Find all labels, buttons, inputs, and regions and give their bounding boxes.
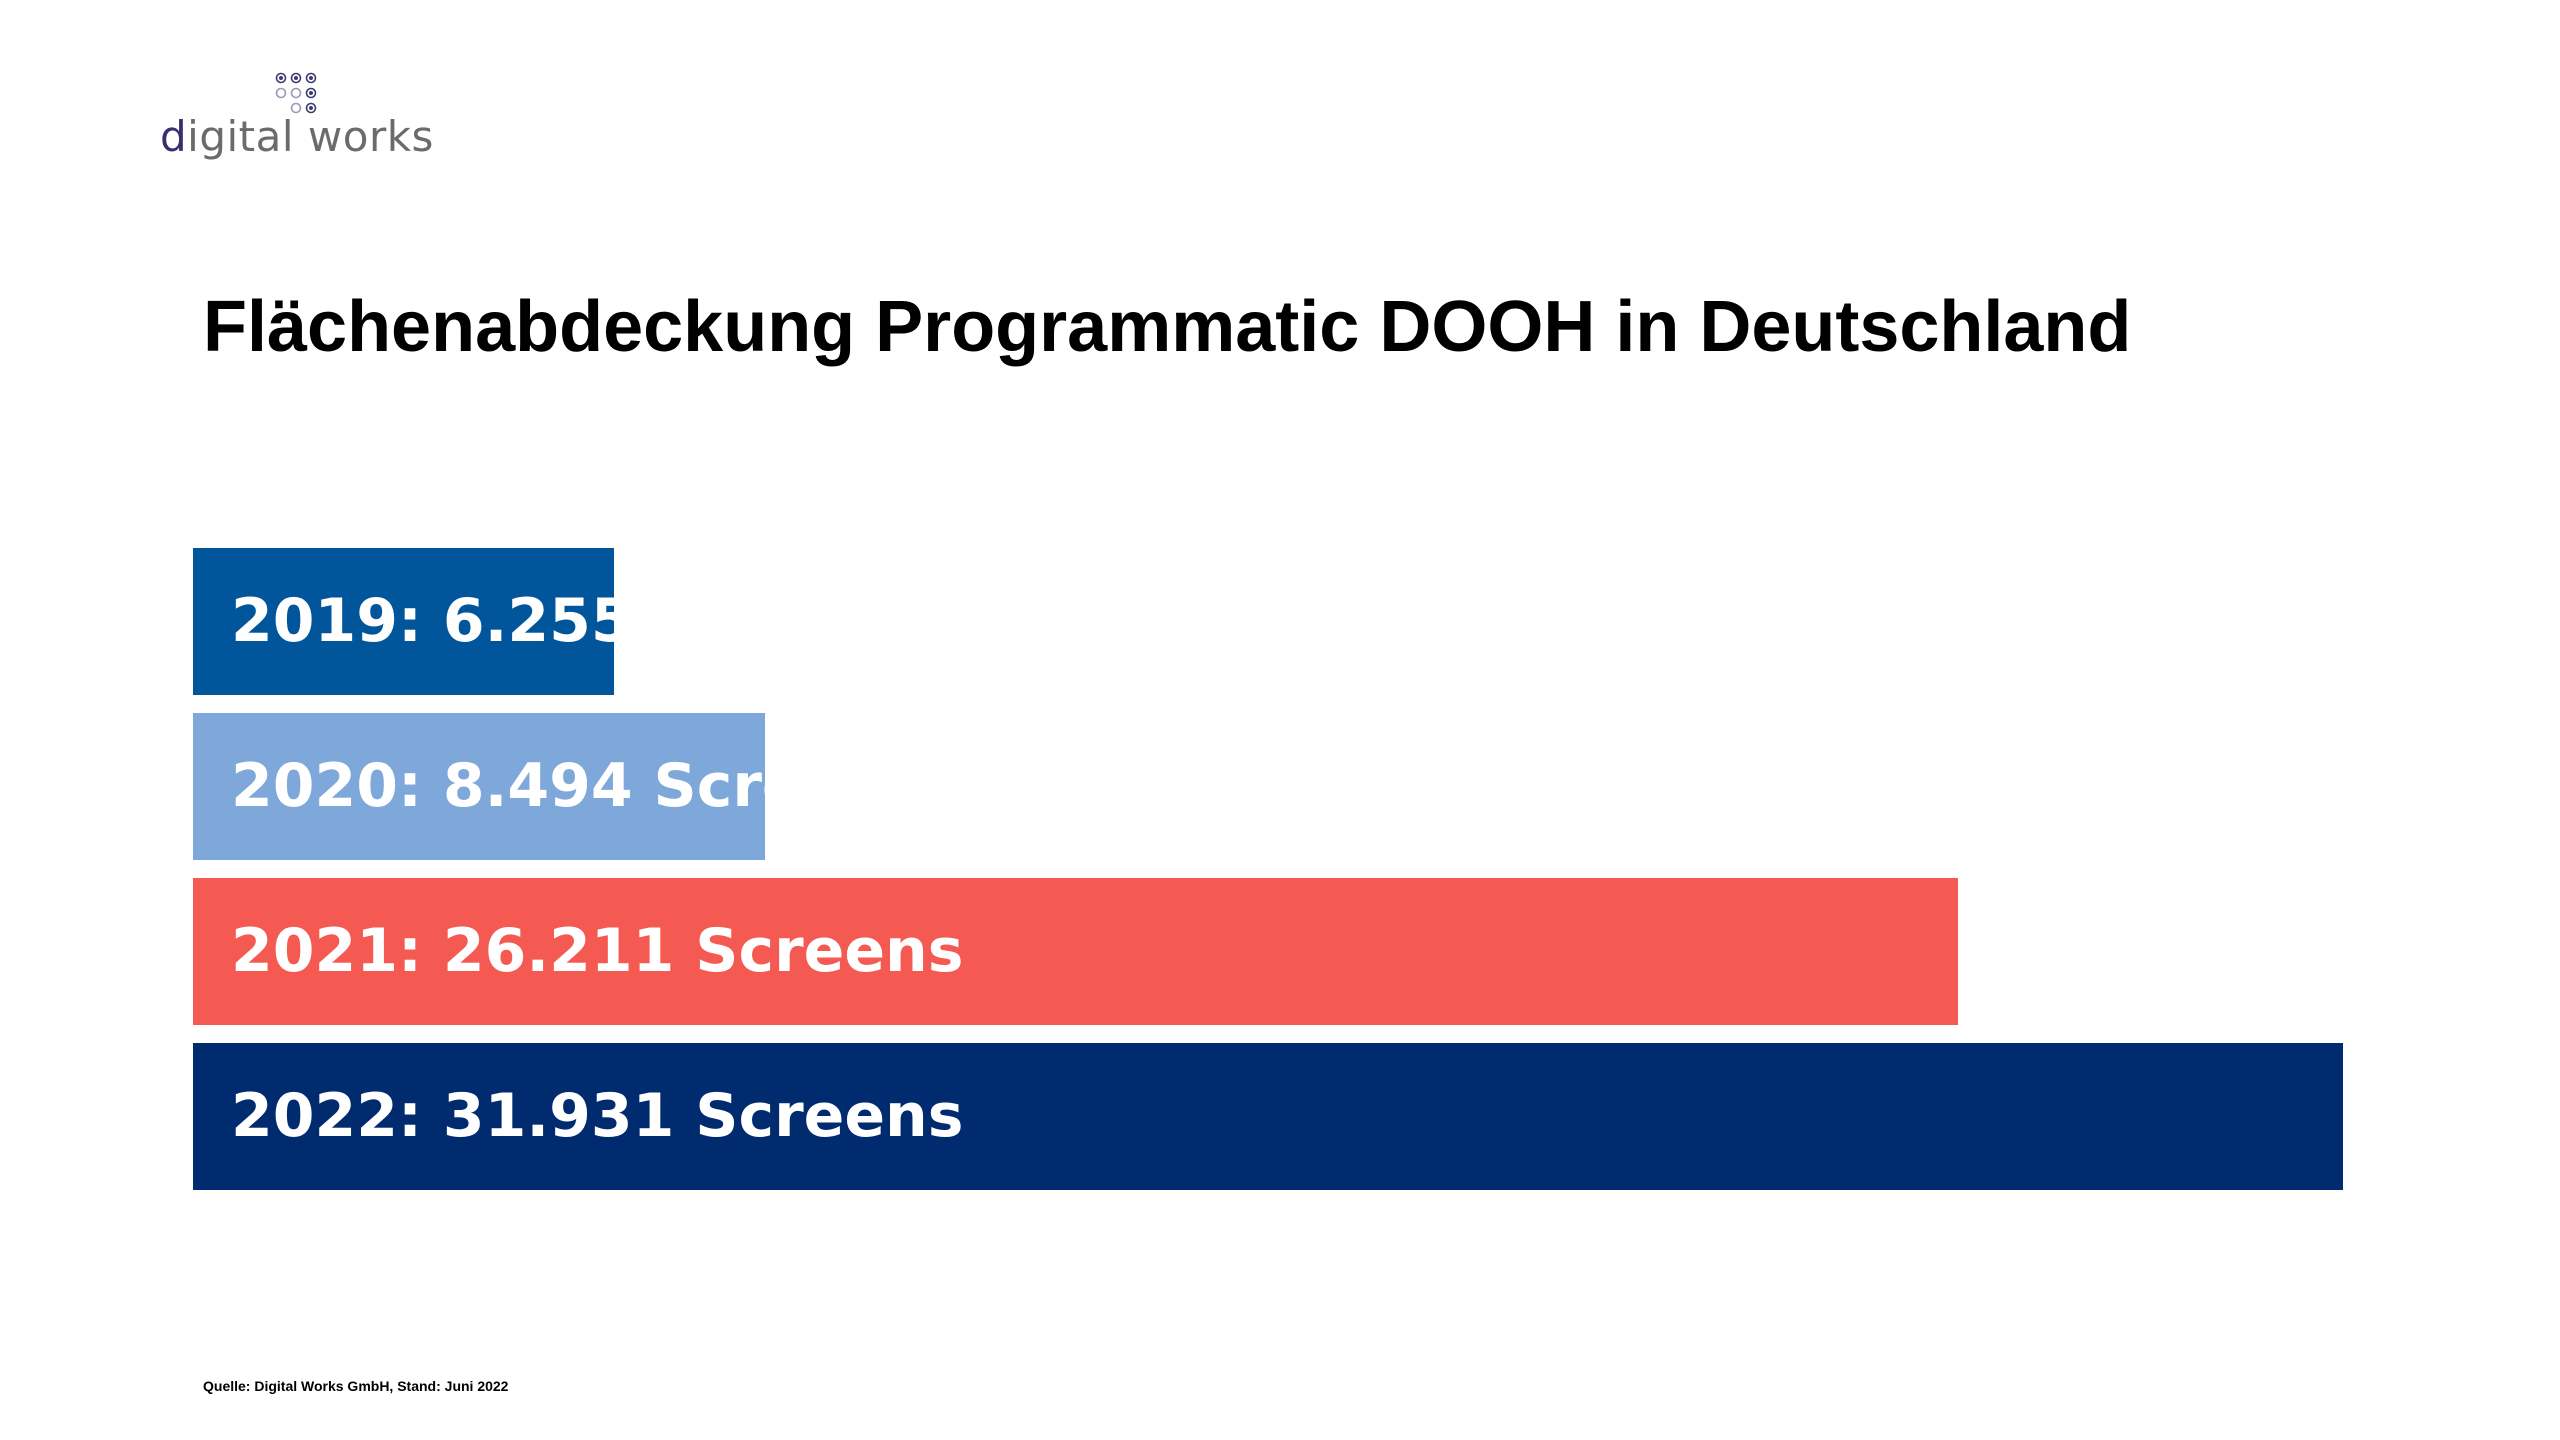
company-logo: digital works	[160, 72, 433, 172]
source-note: Quelle: Digital Works GmbH, Stand: Juni …	[203, 1378, 509, 1394]
bar-2021: 2021: 26.211 Screens	[193, 878, 1958, 1025]
bar-label-2019: 2019: 6.255 Screens	[231, 586, 922, 656]
page-title: Flächenabdeckung Programmatic DOOH in De…	[203, 287, 2132, 367]
logo-wordmark-initial: d	[160, 112, 188, 161]
logo-wordmark-rest: igital works	[187, 112, 434, 161]
bar-2019: 2019: 6.255 Screens	[193, 548, 922, 695]
bar-chart: 2019: 6.255 Screens 2020: 8.494 Screens 20…	[193, 548, 2343, 1198]
bar-2020: 2020: 8.494 Screens	[193, 713, 922, 860]
bar-label-2020: 2020: 8.494 Screens	[231, 751, 922, 821]
logo-wordmark: digital works	[160, 112, 434, 161]
bar-label-2022: 2022: 31.931 Screens	[231, 1081, 964, 1151]
bar-label-2021: 2021: 26.211 Screens	[231, 916, 964, 986]
dot-grid-logo-icon	[275, 72, 317, 114]
bar-2022: 2022: 31.931 Screens	[193, 1043, 2343, 1190]
